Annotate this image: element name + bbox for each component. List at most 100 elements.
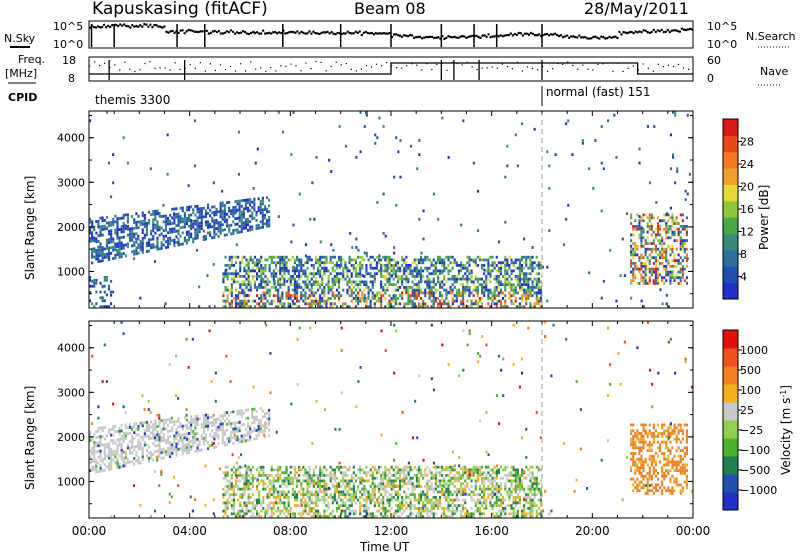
range-gate-cell (304, 302, 307, 306)
nsky-trace-segment (593, 35, 597, 39)
range-gate-cell (237, 479, 240, 483)
range-gate-cell (167, 435, 170, 439)
range-gate-cell (499, 291, 502, 295)
range-gate-cell (312, 493, 315, 497)
nsky-trace-segment (275, 31, 279, 35)
range-gate-cell (395, 203, 398, 207)
range-gate-cell (228, 266, 231, 270)
range-gate-cell (352, 482, 355, 486)
range-gate-cell (688, 172, 691, 176)
range-gate-cell (401, 280, 404, 284)
range-gate-cell (306, 474, 309, 477)
range-gate-cell (537, 302, 540, 306)
range-gate-cell (329, 255, 332, 259)
range-gate-cell (434, 266, 437, 270)
range-gate-cell (439, 280, 442, 284)
range-gate-cell (489, 272, 492, 276)
range-gate-cell (535, 264, 538, 267)
range-gate-cell (308, 476, 311, 480)
range-gate-cell (382, 232, 385, 235)
range-gate-cell (462, 277, 465, 281)
range-gate-cell (145, 241, 148, 245)
range-gate-cell (175, 442, 178, 446)
range-gate-cell (399, 507, 402, 510)
range-gate-cell (293, 258, 296, 262)
range-gate-cell (683, 247, 686, 251)
range-gate-cell (108, 221, 111, 225)
range-gate-cell (386, 482, 389, 486)
range-gate-cell (321, 515, 324, 519)
range-gate-cell (188, 216, 191, 220)
range-gate-cell (240, 216, 243, 220)
range-gate-cell (489, 275, 492, 278)
range-gate-cell (222, 275, 225, 278)
range-gate-cell (202, 428, 205, 432)
range-gate-cell (198, 216, 201, 219)
range-gate-cell (644, 239, 647, 243)
range-gate-cell (169, 228, 172, 231)
nave-dot (169, 69, 171, 71)
range-gate-cell (243, 283, 246, 287)
range-gate-cell (307, 296, 310, 300)
range-gate-cell (247, 498, 250, 502)
range-gate-cell (169, 213, 172, 217)
range-gate-cell (634, 247, 637, 251)
range-gate-cell (663, 242, 666, 245)
range-gate-cell (319, 305, 322, 309)
range-gate-cell (283, 504, 286, 508)
range-gate-cell (263, 426, 266, 430)
range-gate-cell (152, 237, 155, 241)
range-gate-cell (253, 299, 256, 303)
range-gate-cell (529, 272, 532, 276)
range-gate-cell (114, 449, 117, 453)
range-gate-cell (266, 493, 269, 497)
range-gate-cell (673, 259, 676, 263)
range-gate-cell (342, 275, 345, 278)
range-gate-cell (432, 294, 435, 298)
range-gate-cell (407, 291, 410, 295)
range-gate-cell (266, 210, 269, 214)
range-gate-cell (241, 299, 244, 303)
range-gate-cell (333, 490, 336, 494)
range-gate-cell (369, 498, 372, 502)
range-gate-cell (162, 436, 165, 440)
range-gate-cell (268, 291, 271, 295)
range-gate-cell (240, 219, 243, 222)
range-gate-cell (89, 438, 92, 442)
range-gate-cell (177, 419, 180, 423)
range-gate-cell (314, 302, 317, 306)
range-gate-cell (160, 439, 163, 443)
range-gate-cell (436, 297, 439, 300)
nave-dot (330, 65, 332, 68)
range-gate-cell (179, 234, 182, 238)
nave-dot (250, 61, 252, 63)
range-gate-cell (378, 487, 381, 491)
range-gate-cell (223, 411, 226, 415)
range-gate-cell (124, 437, 127, 440)
range-gate-cell (173, 440, 176, 444)
range-gate-cell (277, 277, 280, 281)
range-gate-cell (260, 305, 263, 309)
range-gate-cell (173, 437, 176, 441)
nave-dot (536, 69, 539, 71)
range-gate-cell (116, 466, 119, 470)
range-gate-cell (390, 507, 393, 510)
range-gate-cell (263, 423, 266, 427)
range-gate-cell (232, 436, 235, 440)
range-gate-cell (238, 420, 241, 424)
range-gate-cell (367, 498, 370, 502)
range-gate-cell (346, 490, 349, 494)
range-gate-cell (261, 220, 264, 223)
range-gate-cell (224, 493, 227, 497)
range-gate-cell (304, 269, 307, 273)
range-gate-cell (348, 507, 351, 510)
range-gate-cell (636, 213, 639, 217)
range-gate-cell (323, 294, 326, 298)
range-gate-cell (181, 209, 184, 213)
range-gate-cell (237, 297, 240, 300)
range-gate-cell (384, 507, 387, 510)
range-gate-cell (101, 285, 104, 289)
range-gate-cell (523, 305, 526, 309)
range-gate-cell (504, 302, 507, 306)
nave-dot (290, 63, 292, 65)
